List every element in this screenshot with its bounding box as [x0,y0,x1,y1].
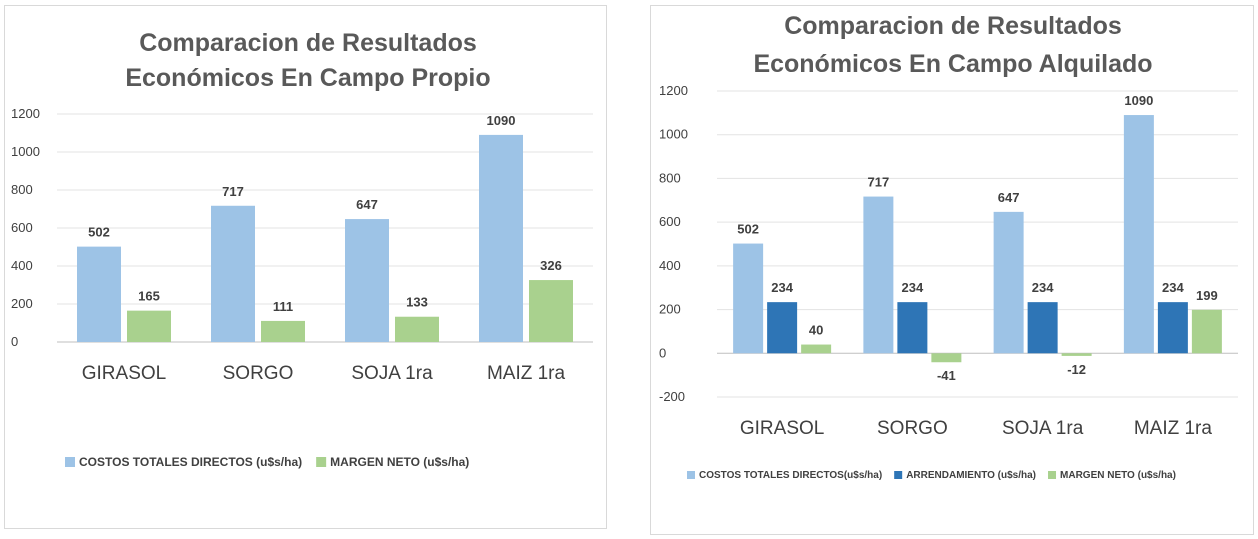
bar-margen-neto-u-s-ha-girasol [127,310,171,342]
bar-costos-totales-directos-u-s-ha-maiz-1ra [479,134,523,342]
data-label: 199 [1196,288,1218,303]
bar-margen-neto-u-s-ha-maiz-1ra [529,280,573,342]
data-label: 234 [1162,280,1184,295]
data-label: 111 [273,299,293,314]
bar-costos-totales-directos-u-s-ha-maiz-1ra [1123,115,1154,354]
y-tick-label: 1200 [659,83,688,98]
legend-item-label: COSTOS TOTALES DIRECTOS(u$s/ha) [699,470,882,481]
data-label: 717 [868,175,890,190]
legend-swatch [687,471,695,479]
data-label: 234 [771,280,793,295]
legend-item-label: COSTOS TOTALES DIRECTOS (u$s/ha) [79,455,302,469]
bar-costos-totales-directos-u-s-ha-soja-1ra [345,219,389,342]
y-tick-label: 200 [11,296,33,311]
data-label: 647 [998,190,1020,205]
bar-costos-totales-directos-u-s-ha-sorgo [211,205,255,342]
y-tick-label: 1000 [659,127,688,142]
x-category-label: MAIZ 1ra [487,363,566,384]
bar-costos-totales-directos-u-s-ha-girasol [733,243,764,354]
legend-swatch [316,457,327,467]
x-category-label: SORGO [223,363,294,384]
data-label: 647 [356,197,378,212]
chart-panel-campo-propio: Comparacion de Resultados Económicos En … [4,5,607,529]
bar-margen-neto-u-s-ha-soja-1ra [395,316,439,342]
x-category-label: GIRASOL [82,363,166,384]
legend-swatch [65,457,75,467]
chart-title-line-2: Económicos En Campo Alquilado [753,50,1152,78]
chart-panel-campo-alquilado: Comparacion de Resultados Económicos En … [650,5,1254,535]
data-label: 165 [138,289,160,304]
legend-item-label: ARRENDAMIENTO (u$s/ha) [906,470,1036,481]
chart-campo-propio-svg: Comparacion de Resultados Económicos En … [11,29,593,469]
x-category-label: SORGO [877,418,948,439]
data-label: 717 [222,184,244,199]
y-tick-label: 400 [11,258,33,273]
bar-margen-neto-u-s-ha-sorgo [261,320,305,342]
legend-item-label: MARGEN NETO (u$s/ha) [1060,470,1176,481]
bar-margen-neto-u-s-ha-girasol [801,344,832,354]
data-label: 1090 [487,113,516,128]
bar-margen-neto-u-s-ha-maiz-1ra [1191,309,1222,354]
data-label: 502 [737,222,759,237]
data-label: 40 [809,323,823,338]
data-label: 1090 [1124,93,1153,108]
y-tick-label: 400 [659,258,681,273]
data-label: 234 [902,280,924,295]
y-tick-label: 600 [11,220,33,235]
x-category-label: MAIZ 1ra [1134,418,1213,439]
bar-margen-neto-u-s-ha-soja-1ra [1061,353,1092,356]
y-tick-label: 0 [11,334,18,349]
y-tick-label: 1000 [11,144,40,159]
bar-costos-totales-directos-u-s-ha-sorgo [863,196,894,354]
chart-title-line-2: Económicos En Campo Propio [125,64,490,92]
legend-swatch [1048,471,1057,479]
data-label: -41 [937,368,956,383]
y-tick-label: 200 [659,302,681,317]
x-category-label: SOJA 1ra [351,363,433,384]
y-tick-label: 1200 [11,106,40,121]
legend-swatch [894,471,903,479]
bar-margen-neto-u-s-ha-sorgo [931,353,962,363]
bar-costos-totales-directos-u-s-ha-soja-1ra [993,211,1024,354]
data-label: -12 [1067,362,1086,377]
bar-costos-totales-directos-u-s-ha-girasol [77,246,121,342]
data-label: 326 [540,258,562,273]
chart-campo-alquilado-svg: Comparacion de Resultados Económicos En … [659,12,1238,481]
x-category-label: GIRASOL [740,418,824,439]
y-tick-label: 800 [11,182,33,197]
bar-arrendamiento-u-s-ha-sorgo [897,302,928,354]
chart-title-line-1: Comparacion de Resultados [784,12,1122,40]
bar-arrendamiento-u-s-ha-girasol [767,302,798,354]
y-tick-label: 0 [659,345,666,360]
bar-arrendamiento-u-s-ha-maiz-1ra [1157,302,1188,354]
data-label: 502 [88,225,110,240]
chart-title-line-1: Comparacion de Resultados [139,29,477,57]
y-tick-label: 800 [659,170,681,185]
data-label: 234 [1032,280,1054,295]
y-tick-label: -200 [659,389,685,404]
bar-arrendamiento-u-s-ha-soja-1ra [1027,302,1058,354]
legend-item-label: MARGEN NETO (u$s/ha) [330,455,469,469]
y-tick-label: 600 [659,214,681,229]
data-label: 133 [406,295,428,310]
x-category-label: SOJA 1ra [1002,418,1084,439]
